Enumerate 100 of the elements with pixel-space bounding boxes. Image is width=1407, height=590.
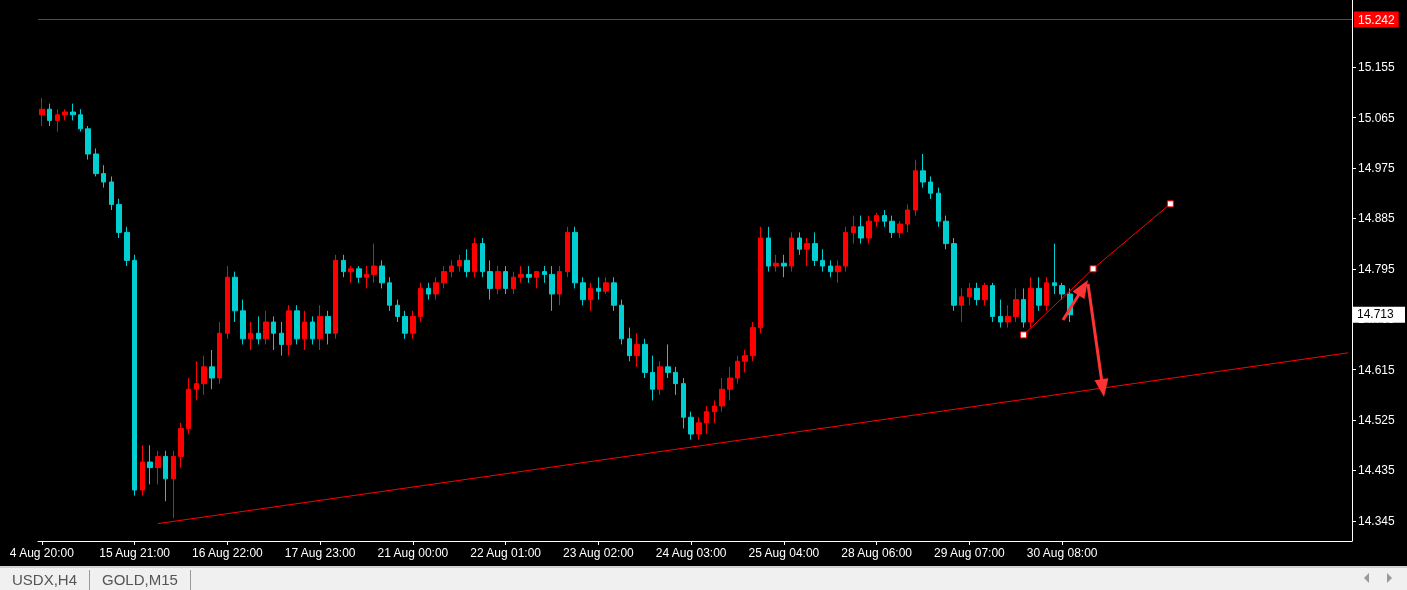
x-tick-label: 15 Aug 21:00: [99, 546, 171, 560]
candlestick: [294, 304, 300, 345]
candlestick: [650, 355, 655, 401]
candlestick: [665, 343, 671, 379]
y-tick-label: 14.975: [1358, 161, 1396, 176]
candlestick: [858, 215, 864, 245]
candlestick: [874, 212, 879, 228]
candlestick: [511, 271, 516, 295]
candlestick: [611, 276, 617, 312]
candlestick: [812, 231, 818, 267]
y-tick-label: 14.795: [1358, 261, 1396, 276]
candlestick: [557, 265, 562, 306]
candlestick: [781, 254, 787, 278]
candlestick: [1036, 276, 1042, 312]
y-tick-label: 14.435: [1358, 463, 1396, 478]
candlestick: [882, 209, 887, 228]
candlestick: [47, 103, 52, 127]
candlestick: [178, 422, 184, 469]
candlestick: [735, 355, 740, 385]
candlestick: [325, 310, 331, 345]
candlestick: [657, 360, 663, 396]
candlestick: [1052, 243, 1057, 295]
candlestick: [766, 226, 771, 273]
candlestick: [943, 215, 949, 250]
x-tick-label: 16 Aug 22:00: [192, 546, 264, 560]
candlestick: [835, 259, 841, 284]
candlestick: [905, 203, 910, 233]
text: 14.713: [1357, 306, 1395, 321]
candlestick: [85, 125, 91, 161]
candlestick: [356, 265, 362, 284]
candlestick: [433, 276, 439, 301]
candlestick: [789, 231, 794, 273]
candlestick: [580, 276, 586, 306]
text: GOLD,M15: [90, 570, 191, 590]
candlestick: [480, 237, 485, 278]
candlestick: [116, 198, 122, 239]
candlestick: [232, 271, 238, 323]
candlestick: [565, 226, 570, 278]
candlestick: [39, 97, 45, 127]
candlestick: [804, 237, 810, 267]
candlestick: [310, 315, 315, 345]
candlestick: [719, 377, 725, 413]
candlestick: [681, 377, 686, 429]
candlestick: [441, 265, 447, 289]
x-tick-label: 17 Aug 23:00: [284, 546, 356, 560]
candlestick: [341, 254, 346, 278]
x-tick-label: 29 Aug 07:00: [934, 546, 1006, 560]
x-tick-label: 22 Aug 01:00: [470, 546, 542, 560]
candlestick: [495, 265, 501, 295]
candlestick: [248, 321, 253, 351]
candlestick: [503, 265, 508, 295]
point: [1166, 200, 1174, 208]
candlestick: [634, 332, 640, 368]
candlestick: [348, 265, 354, 284]
candlestick: [851, 215, 856, 245]
candlestick: [526, 265, 532, 284]
candlestick: [928, 175, 933, 200]
candlestick: [487, 259, 493, 301]
candlestick: [627, 327, 632, 362]
candlestick: [371, 243, 377, 284]
candlestick: [109, 175, 114, 211]
candlestick: [866, 215, 872, 245]
candlestick: [1059, 282, 1065, 301]
candlestick: [1013, 287, 1019, 323]
candlestick: [959, 287, 964, 323]
candlestick: [217, 321, 222, 385]
candlestick: [449, 259, 454, 278]
candlestick: [742, 349, 748, 373]
x-tick-label: 24 Aug 03:00: [655, 546, 727, 560]
y-tick-label: 15.155: [1358, 60, 1396, 75]
candlestick: [147, 444, 153, 485]
candlestick: [642, 338, 648, 379]
ref-line-label: 15.242: [1358, 12, 1396, 27]
candlestick: [93, 147, 99, 177]
candlestick: [797, 231, 802, 256]
candlestick: [696, 416, 702, 441]
candlestick: [426, 282, 431, 301]
candlestick: [1044, 276, 1049, 312]
candlestick: [750, 321, 756, 362]
candlestick: [132, 254, 137, 497]
x-tick-label: 28 Aug 06:00: [841, 546, 913, 560]
candlestick: [1028, 276, 1034, 329]
candlestick: [982, 282, 988, 306]
point: [1020, 331, 1027, 339]
candlestick: [333, 254, 338, 340]
candlestick: [951, 237, 957, 312]
candlestick: [472, 237, 477, 278]
candlestick: [913, 159, 918, 217]
candlestick: [603, 276, 609, 295]
candlestick: [240, 299, 246, 345]
candlestick: [588, 282, 593, 312]
text: USDX,H4: [0, 570, 91, 590]
candlestick: [171, 450, 176, 519]
candlestick: [317, 304, 323, 351]
candlestick: [279, 321, 284, 357]
candlestick: [379, 259, 385, 289]
candlestick: [209, 349, 215, 390]
candlestick: [673, 366, 678, 396]
candlestick: [395, 299, 400, 323]
candlestick: [596, 276, 601, 301]
